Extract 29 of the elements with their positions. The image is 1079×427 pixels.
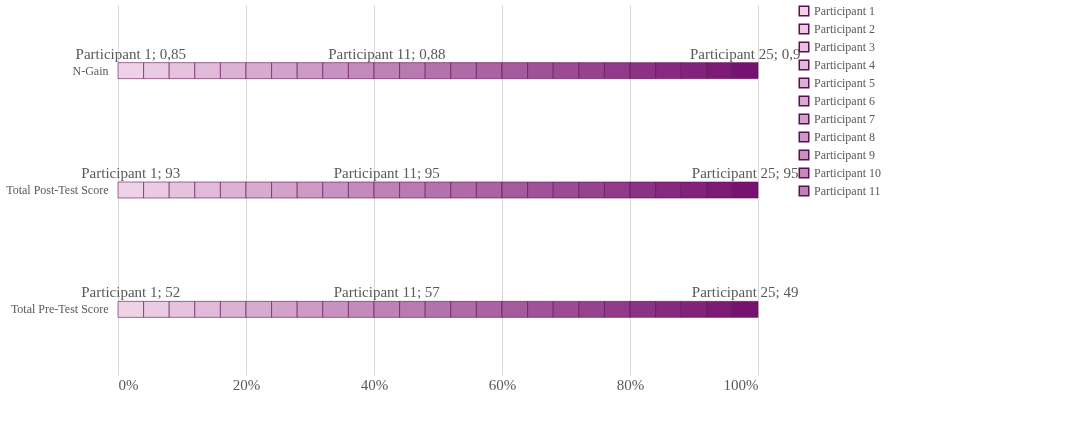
data-label: Participant 11; 57	[333, 284, 441, 301]
legend-label: Participant 1	[814, 4, 875, 18]
x-tick-label: 0%	[118, 376, 139, 393]
x-tick-label: 20%	[232, 376, 261, 393]
data-label: Participant 11; 95	[333, 165, 440, 181]
legend-label: Participant 11	[814, 184, 881, 198]
x-tick-label: 60%	[488, 376, 517, 393]
y-tick-label: Total Post-Test Score	[6, 183, 109, 197]
legend-label: Participant 8	[814, 130, 875, 144]
legend-label: Participant 10	[814, 166, 881, 180]
x-tick-label: 80%	[616, 376, 645, 393]
legend-label: Participant 4	[814, 58, 875, 72]
legend-label: Participant 6	[814, 94, 875, 108]
y-tick-label: Total Pre-Test Score	[10, 302, 109, 317]
y-tick-label: N-Gain	[72, 63, 109, 78]
data-label: Participant 25; 95	[691, 165, 799, 181]
data-label: Participant 1; 52	[81, 284, 181, 301]
data-label: Participant 25; 0,9	[690, 45, 801, 62]
legend-label: Participant 7	[814, 112, 875, 126]
data-label: Participant 1; 0,85	[75, 45, 186, 62]
data-label: Participant 1; 93	[81, 165, 181, 181]
legend-label: Participant 3	[814, 40, 875, 54]
legend-label: Participant 2	[814, 22, 875, 36]
legend-label: Participant 9	[814, 148, 875, 162]
data-label: Participant 11; 0,88	[328, 45, 446, 62]
x-tick-label: 40%	[360, 376, 389, 393]
legend-label: Participant 5	[814, 76, 875, 90]
data-label: Participant 25; 49	[691, 284, 799, 301]
x-tick-label: 100%	[723, 376, 759, 393]
